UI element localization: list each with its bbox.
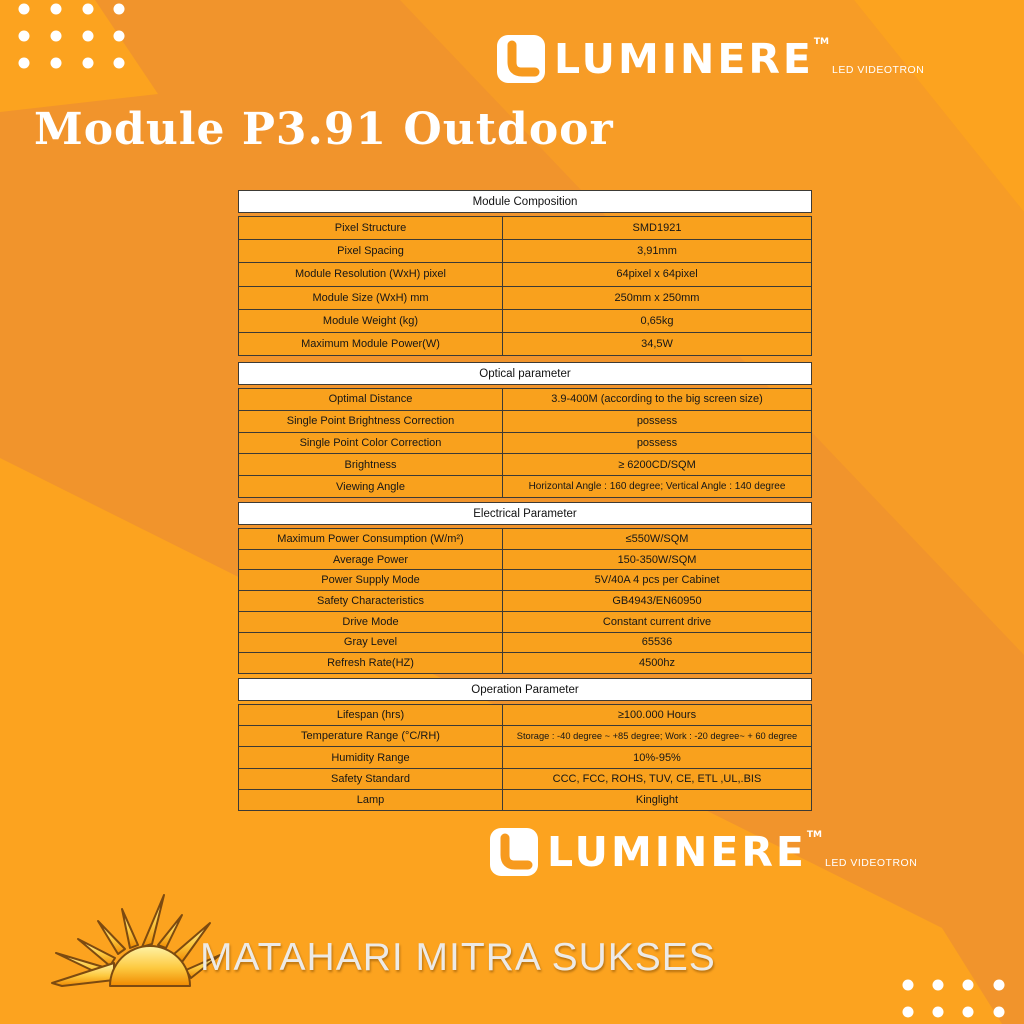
param-value-cell: SMD1921 [503, 217, 811, 240]
table-row: Drive Mode Constant current drive [239, 610, 811, 632]
param-value-cell: CCC, FCC, ROHS, TUV, CE, ETL ,UL,.BIS [503, 768, 811, 789]
table-electrical-parameter: Electrical Parameter Maximum Power Consu… [238, 502, 812, 674]
param-value-cell: Storage : -40 degree ~ +85 degree; Work … [503, 726, 811, 747]
param-label-cell: Maximum Power Consumption (W/m²) [239, 529, 503, 549]
dots-grid-top-left-icon [18, 3, 125, 69]
sun-icon [51, 894, 221, 987]
param-label-cell: Module Resolution (WxH) pixel [239, 263, 503, 286]
luminere-l-icon [490, 828, 538, 876]
param-value-cell: 3,91mm [503, 240, 811, 263]
table-row: Optimal Distance 3.9-400M (according to t… [239, 389, 811, 410]
param-value-cell: ≥ 6200CD/SQM [503, 454, 811, 476]
param-value-cell: Horizontal Angle : 160 degree; Vertical … [503, 476, 811, 497]
brand-name: LUMINERE [554, 35, 814, 83]
param-value-cell: 10%-95% [503, 747, 811, 768]
company-name: MATAHARI MITRA SUKSES [200, 936, 716, 979]
table-row: Power Supply Mode 5V/40A 4 pcs per Cabine… [239, 569, 811, 591]
param-label-cell: Lifespan (hrs) [239, 705, 503, 726]
param-label-cell: Safety Characteristics [239, 591, 503, 611]
param-label-cell: Optimal Distance [239, 389, 503, 410]
table-row: Maximum Power Consumption (W/m²) ≤550W/SQ… [239, 529, 811, 549]
brand-tagline: LED VIDEOTRON [825, 857, 918, 869]
param-label-cell: Drive Mode [239, 611, 503, 632]
param-label-cell: Single Point Brightness Correction [239, 410, 503, 432]
param-value-cell: 34,5W [503, 332, 811, 356]
table-row: Module Weight (kg) 0,65kg [239, 308, 811, 332]
table-body: Pixel Structure SMD1921 Pixel Spacing 3,91m… [238, 216, 812, 356]
param-label-cell: Single Point Color Correction [239, 432, 503, 454]
brand-trademark: TM [806, 830, 823, 840]
param-label-cell: Pixel Spacing [239, 240, 503, 263]
param-label-cell: Module Size (WxH) mm [239, 286, 503, 309]
param-value-cell: ≥100.000 Hours [503, 705, 811, 726]
table-row: Viewing Angle Horizontal Angle : 160 degr… [239, 475, 811, 497]
param-value-cell: 3.9-400M (according to the big screen si… [503, 389, 811, 410]
page-title: Module P3.91 Outdoor [34, 104, 614, 155]
param-value-cell: possess [503, 410, 811, 432]
param-value-cell: Constant current drive [503, 611, 811, 632]
param-value-cell: 5V/40A 4 pcs per Cabinet [503, 570, 811, 591]
param-value-cell: GB4943/EN60950 [503, 591, 811, 611]
param-label-cell: Refresh Rate(HZ) [239, 653, 503, 674]
param-label-cell: Average Power [239, 549, 503, 570]
table-body: Optimal Distance 3.9-400M (according to t… [238, 388, 812, 498]
table-row: Temperature Range (°C/RH) Storage : -40 d… [239, 725, 811, 747]
table-row: Single Point Color Correction possess [239, 431, 811, 454]
table-row: Lifespan (hrs) ≥100.000 Hours [239, 705, 811, 726]
table-optical-parameter: Optical parameter Optimal Distance 3.9-40… [238, 362, 812, 498]
table-row: Single Point Brightness Correction posses… [239, 409, 811, 432]
table-row: Lamp Kinglight [239, 788, 811, 811]
param-label-cell: Power Supply Mode [239, 570, 503, 591]
param-label-cell: Humidity Range [239, 747, 503, 768]
table-row: Pixel Spacing 3,91mm [239, 239, 811, 263]
table-operation-parameter: Operation Parameter Lifespan (hrs) ≥100.0… [238, 678, 812, 811]
table-row: Module Size (WxH) mm 250mm x 250mm [239, 285, 811, 309]
param-label-cell: Temperature Range (°C/RH) [239, 726, 503, 747]
param-label-cell: Lamp [239, 789, 503, 811]
brand-logo-top: LUMINERE TM LED VIDEOTRON [497, 35, 924, 83]
table-row: Safety Standard CCC, FCC, ROHS, TUV, CE, … [239, 767, 811, 789]
table-row: Gray Level 65536 [239, 631, 811, 653]
table-row: Safety Characteristics GB4943/EN60950 [239, 590, 811, 611]
param-value-cell: 0,65kg [503, 309, 811, 332]
table-row: Refresh Rate(HZ) 4500hz [239, 652, 811, 674]
brand-trademark: TM [813, 37, 830, 47]
dots-grid-bottom-right-icon [902, 979, 1005, 1018]
table-title: Module Composition [238, 190, 812, 213]
param-label-cell: Viewing Angle [239, 476, 503, 497]
param-value-cell: possess [503, 432, 811, 454]
param-value-cell: 65536 [503, 632, 811, 653]
param-value-cell: Kinglight [503, 789, 811, 811]
table-row: Module Resolution (WxH) pixel 64pixel x 6… [239, 262, 811, 286]
param-value-cell: 250mm x 250mm [503, 286, 811, 309]
table-title: Operation Parameter [238, 678, 812, 701]
table-row: Pixel Structure SMD1921 [239, 217, 811, 240]
param-label-cell: Maximum Module Power(W) [239, 332, 503, 356]
param-value-cell: 4500hz [503, 653, 811, 674]
brand-name: LUMINERE [547, 828, 807, 876]
table-row: Brightness ≥ 6200CD/SQM [239, 453, 811, 476]
param-label-cell: Module Weight (kg) [239, 309, 503, 332]
luminere-l-icon [497, 35, 545, 83]
brand-logo-bottom: LUMINERE TM LED VIDEOTRON [490, 828, 917, 876]
table-title: Electrical Parameter [238, 502, 812, 525]
param-value-cell: 64pixel x 64pixel [503, 263, 811, 286]
table-body: Maximum Power Consumption (W/m²) ≤550W/SQ… [238, 528, 812, 674]
param-value-cell: 150-350W/SQM [503, 549, 811, 570]
table-module-composition: Module Composition Pixel Structure SMD192… [238, 190, 812, 356]
param-value-cell: ≤550W/SQM [503, 529, 811, 549]
table-row: Humidity Range 10%-95% [239, 746, 811, 768]
brand-tagline: LED VIDEOTRON [832, 64, 925, 76]
table-title: Optical parameter [238, 362, 812, 385]
param-label-cell: Safety Standard [239, 768, 503, 789]
table-row: Average Power 150-350W/SQM [239, 548, 811, 570]
param-label-cell: Brightness [239, 454, 503, 476]
param-label-cell: Pixel Structure [239, 217, 503, 240]
param-label-cell: Gray Level [239, 632, 503, 653]
table-body: Lifespan (hrs) ≥100.000 Hours Temperature … [238, 704, 812, 811]
table-row: Maximum Module Power(W) 34,5W [239, 331, 811, 356]
